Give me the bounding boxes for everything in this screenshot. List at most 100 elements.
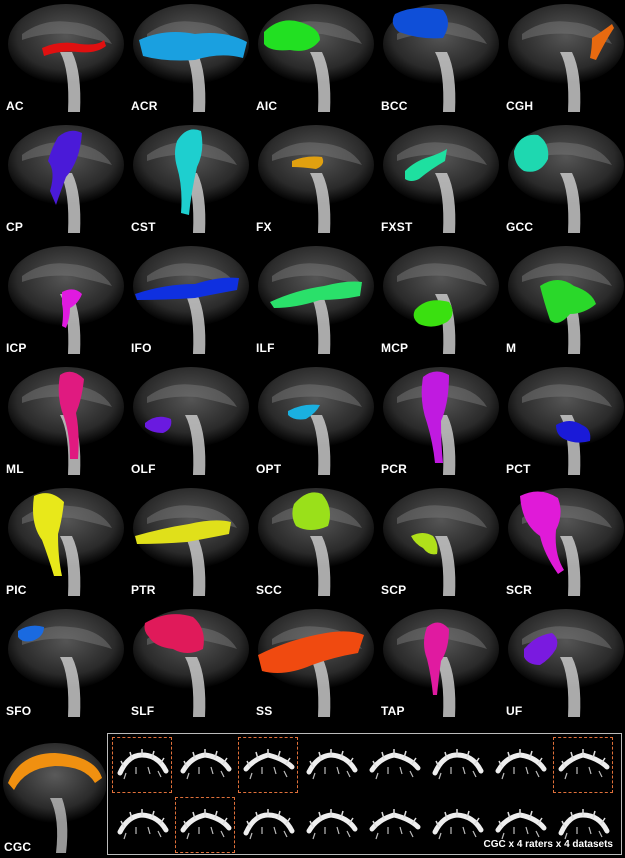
cgc-thumbnail	[301, 797, 361, 853]
cgc-brain-render	[3, 743, 106, 853]
cgc-thumbnail	[175, 737, 235, 793]
tract-cell-m: M	[500, 242, 625, 363]
brain-render-ss	[258, 609, 374, 717]
tract-shape-fxst	[405, 149, 447, 181]
tract-shape-ml	[58, 371, 84, 459]
cgc-thumbnail	[427, 797, 487, 853]
tract-label-sfo: SFO	[6, 704, 32, 718]
tract-cell-pcr: PCR	[375, 363, 500, 484]
tract-cell-sfo: SFO	[0, 605, 125, 726]
brain-render-ilf	[258, 246, 374, 354]
cgc-thumbnail	[490, 737, 550, 793]
tract-cell-ptr: PTR	[125, 484, 250, 605]
tract-cell-icp: ICP	[0, 242, 125, 363]
cgc-thumbnail	[364, 737, 424, 793]
tract-cell-olf: OLF	[125, 363, 250, 484]
tract-label-slf: SLF	[131, 704, 155, 718]
tract-cell-opt: OPT	[250, 363, 375, 484]
tract-shape-acr	[139, 32, 247, 61]
tract-shape-olf	[145, 416, 172, 433]
tract-shape-cgh	[590, 24, 614, 60]
tract-cell-scc: SCC	[250, 484, 375, 605]
tract-label-fx: FX	[256, 220, 272, 234]
tract-cell-ml: ML	[0, 363, 125, 484]
panel-caption: CGC x 4 raters x 4 datasets	[483, 839, 613, 850]
brain-render-slf	[133, 609, 249, 717]
tract-cell-ss: SS	[250, 605, 375, 726]
brain-render-sfo	[8, 609, 124, 717]
tract-shape-tap	[424, 622, 449, 695]
brain-render-uf	[508, 609, 624, 717]
tract-shape-sfo	[18, 625, 44, 642]
brain-render-aic	[258, 4, 374, 112]
tract-label-cp: CP	[6, 220, 24, 234]
tract-cell-ilf: ILF	[250, 242, 375, 363]
tract-label-scc: SCC	[256, 583, 282, 597]
tract-label-cgh: CGH	[506, 99, 534, 113]
tract-shape-uf	[524, 633, 558, 665]
tract-label-mcp: MCP	[381, 341, 409, 355]
tract-cell-tap: TAP	[375, 605, 500, 726]
tract-shape-cp	[48, 130, 82, 205]
tract-cell-pic: PIC	[0, 484, 125, 605]
brain-render-ml	[8, 367, 124, 475]
tract-label-scp: SCP	[381, 583, 407, 597]
brain-render-olf	[133, 367, 249, 475]
tract-label-ilf: ILF	[256, 341, 275, 355]
tract-cell-acr: ACR	[125, 0, 250, 121]
brain-render-scp	[383, 488, 499, 596]
tract-label-gcc: GCC	[506, 220, 534, 234]
cgc-thumbnail	[112, 737, 172, 793]
tract-cell-cp: CP	[0, 121, 125, 242]
tract-shape-scc	[292, 492, 330, 530]
tract-shape-ilf	[270, 281, 362, 308]
brain-render-ifo	[133, 246, 249, 354]
cgc-rater-panel: CGC x 4 raters x 4 datasets	[107, 733, 622, 855]
brain-render-opt	[258, 367, 374, 475]
tract-label-ifo: IFO	[131, 341, 152, 355]
tract-cell-fxst: FXST	[375, 121, 500, 242]
brain-render-cgh	[508, 4, 624, 112]
brain-render-mcp	[383, 246, 499, 354]
tract-label-ac: AC	[6, 99, 24, 113]
cgc-thumbnail	[301, 737, 361, 793]
tract-shape-pic	[33, 493, 64, 576]
brain-render-tap	[383, 609, 499, 717]
tract-cell-slf: SLF	[125, 605, 250, 726]
brain-render-cst	[133, 125, 249, 233]
tract-label-acr: ACR	[131, 99, 158, 113]
cgc-label: CGC	[4, 840, 32, 854]
tract-shape-aic	[264, 20, 320, 51]
tract-cell-pct: PCT	[500, 363, 625, 484]
tract-label-cst: CST	[131, 220, 156, 234]
tract-shape-icp	[62, 289, 82, 328]
brain-render-bcc	[383, 4, 499, 112]
tract-label-ss: SS	[256, 704, 273, 718]
brain-render-gcc	[508, 125, 624, 233]
tract-cell-uf: UF	[500, 605, 625, 726]
tract-cell-scp: SCP	[375, 484, 500, 605]
tract-label-icp: ICP	[6, 341, 27, 355]
tract-shape-cst	[175, 129, 203, 215]
tract-label-pct: PCT	[506, 462, 531, 476]
tract-label-bcc: BCC	[381, 99, 408, 113]
tract-shape-ac	[42, 40, 106, 56]
brain-render-ac	[8, 4, 124, 112]
cgc-tract-shape	[8, 753, 102, 790]
tract-label-ml: ML	[6, 462, 24, 476]
tract-shape-bcc	[392, 7, 448, 39]
tract-shape-mcp	[413, 300, 453, 327]
tract-shape-gcc	[514, 134, 549, 172]
tract-label-tap: TAP	[381, 704, 405, 718]
tract-label-olf: OLF	[131, 462, 156, 476]
brain-render-scr	[508, 488, 624, 596]
brain-render-pcr	[383, 367, 499, 475]
brain-render-fxst	[383, 125, 499, 233]
tract-shape-m	[540, 280, 596, 323]
tract-label-m: M	[506, 341, 517, 355]
cgc-thumbnail	[238, 737, 298, 793]
tract-cell-aic: AIC	[250, 0, 375, 121]
tract-label-pcr: PCR	[381, 462, 407, 476]
tract-cell-cgh: CGH	[500, 0, 625, 121]
tract-shape-opt	[288, 404, 320, 420]
